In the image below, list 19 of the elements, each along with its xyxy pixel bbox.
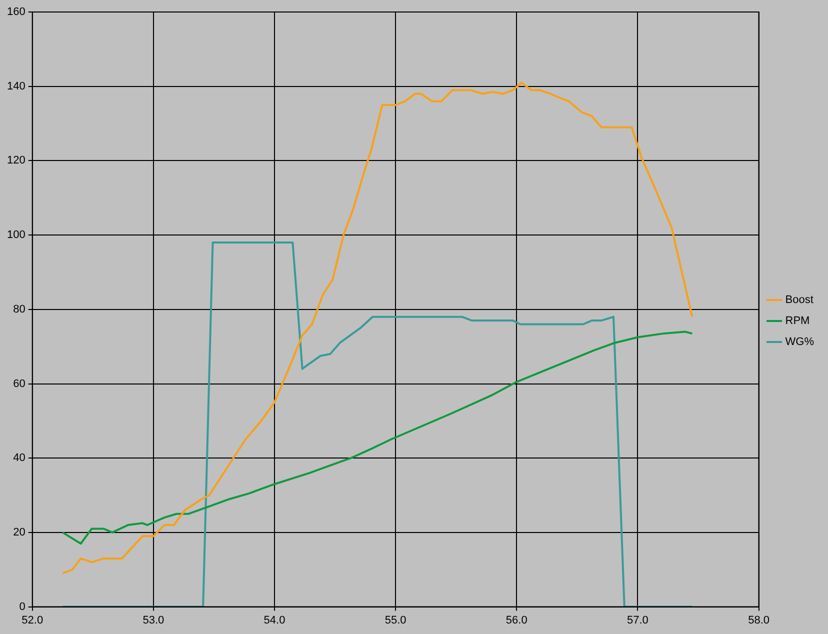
x-tick-label: 56.0 [506, 614, 528, 626]
y-tick-label: 120 [6, 154, 26, 167]
legend-label: Boost [785, 294, 814, 306]
x-tick-label: 54.0 [264, 614, 286, 626]
x-tick-label: 52.0 [22, 614, 44, 626]
legend-label: RPM [785, 315, 810, 328]
y-tick-label: 40 [13, 452, 26, 464]
legend-label: WG% [785, 336, 814, 348]
x-tick-label: 53.0 [142, 614, 164, 626]
y-tick-label: 60 [13, 378, 26, 390]
x-tick-label: 55.0 [384, 614, 406, 626]
x-tick-label: 57.0 [627, 614, 648, 626]
y-tick-label: 20 [13, 526, 26, 538]
y-tick-label: 140 [6, 80, 26, 92]
y-tick-label: 160 [6, 6, 26, 18]
y-tick-label: 80 [13, 303, 26, 316]
y-tick-label: 100 [6, 229, 26, 242]
y-tick-label: 0 [19, 600, 26, 613]
x-tick-label: 58.0 [748, 614, 770, 626]
